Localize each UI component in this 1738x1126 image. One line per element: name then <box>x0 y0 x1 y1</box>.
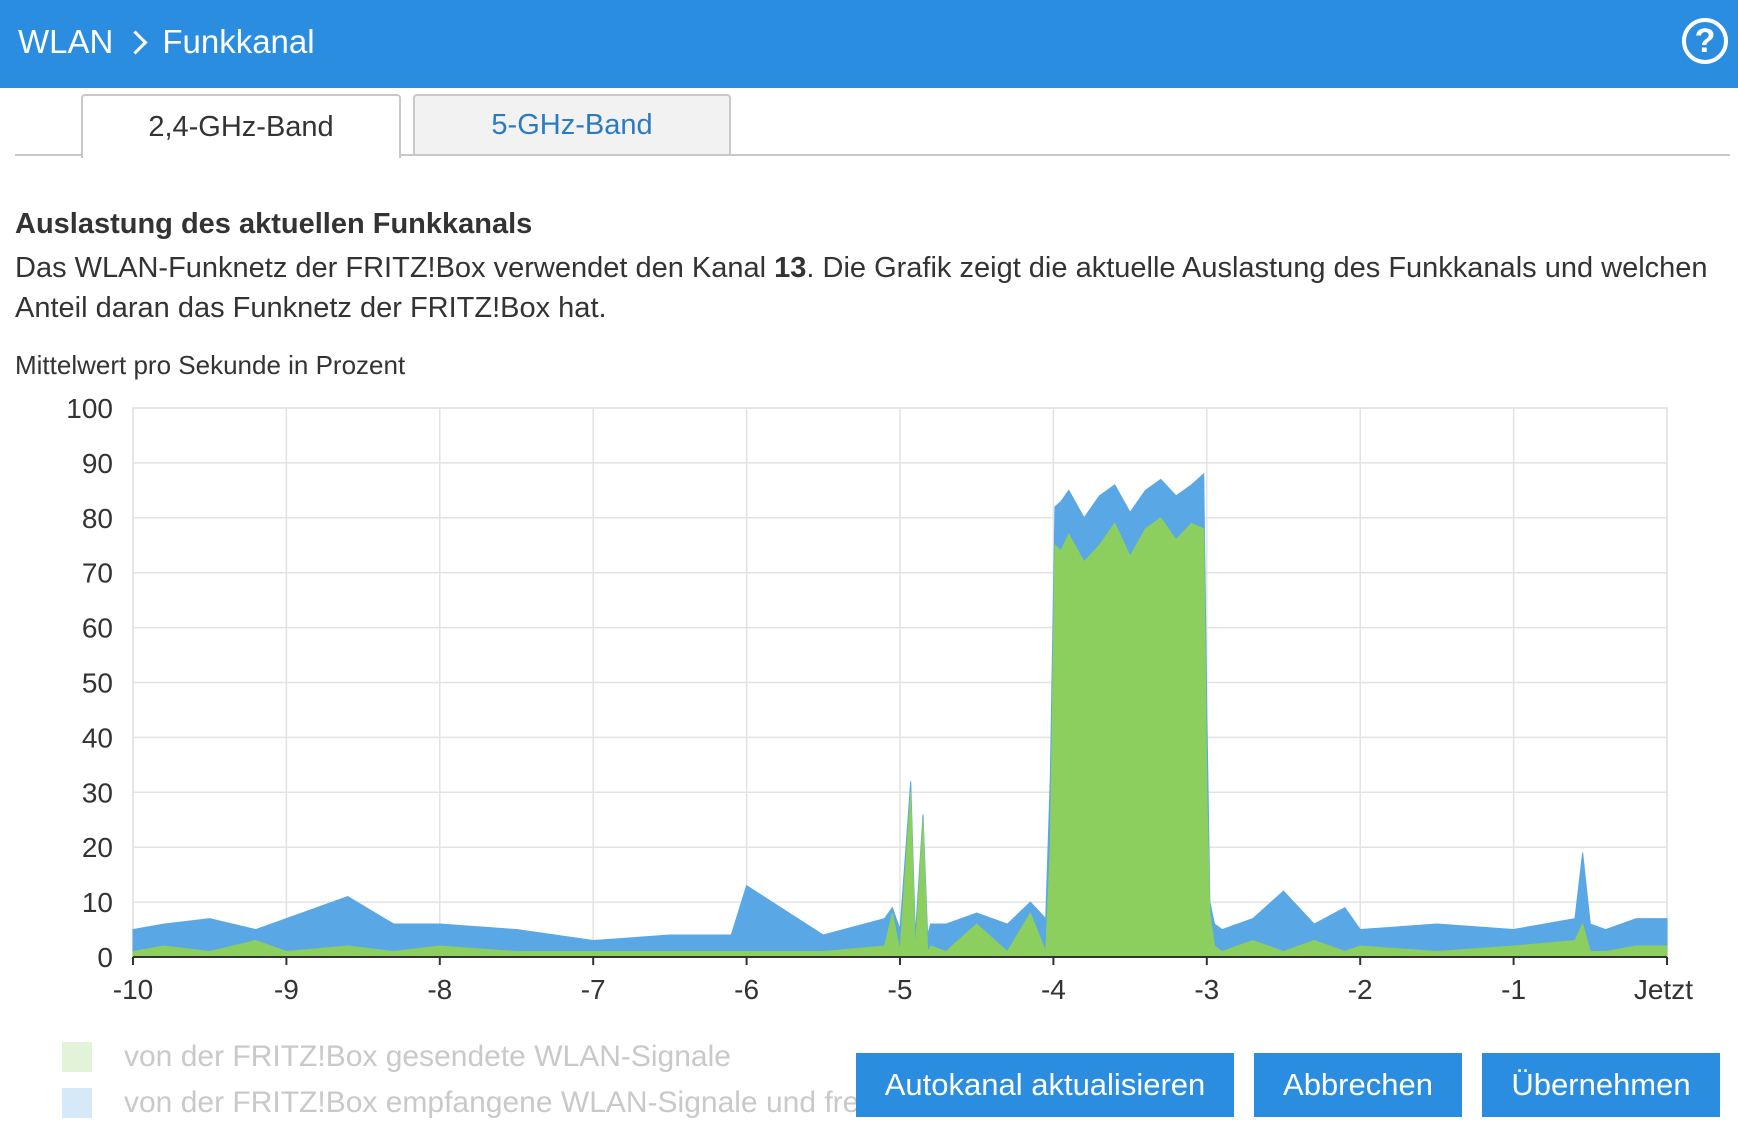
y-tick-label: 30 <box>82 777 113 808</box>
y-tick-label: 70 <box>82 558 113 589</box>
help-icon[interactable]: ? <box>1682 18 1728 64</box>
autokanal-button[interactable]: Autokanal aktualisieren <box>856 1053 1234 1117</box>
area-sent <box>132 517 1668 958</box>
legend-item-received: von der FRITZ!Box empfangene WLAN-Signal… <box>62 1080 884 1126</box>
x-tick-label: -3 <box>1194 974 1219 1000</box>
x-tick-label: -1 <box>1501 974 1526 1000</box>
y-tick-label: 20 <box>82 832 113 863</box>
tab-5-ghz[interactable]: 5-GHz-Band <box>413 94 731 154</box>
y-tick-label: 90 <box>82 448 113 479</box>
top-bar: WLAN Funkkanal ? <box>0 0 1738 88</box>
breadcrumb-current: Funkkanal <box>162 23 315 60</box>
y-tick-label: 60 <box>82 613 113 644</box>
y-tick-label: 80 <box>82 503 113 534</box>
apply-button[interactable]: Übernehmen <box>1482 1053 1720 1117</box>
tab-2-4-ghz[interactable]: 2,4-GHz-Band <box>81 94 401 158</box>
legend-item-sent: von der FRITZ!Box gesendete WLAN-Signale <box>62 1034 884 1080</box>
x-tick-label: -6 <box>734 974 759 1000</box>
y-tick-label: 0 <box>97 942 113 973</box>
breadcrumb: WLAN Funkkanal <box>18 22 315 62</box>
area-received <box>132 472 1668 958</box>
y-tick-label: 10 <box>82 887 113 918</box>
chart-areas <box>132 472 1668 958</box>
channel-number: 13 <box>774 252 807 284</box>
chart-axes: 0 10 20 30 40 50 60 70 80 90 100 -10 -9 -8 -7 -6 -5 -4 -3 -… <box>66 393 1693 1000</box>
band-tabs: 2,4-GHz-Band 5-GHz-Band <box>15 94 1730 158</box>
x-tick-label: -5 <box>888 974 913 1000</box>
y-tick-label: 40 <box>82 722 113 753</box>
x-tick-label: Jetzt <box>1634 974 1693 1000</box>
y-tick-label: 50 <box>82 668 113 699</box>
x-tick-label: -8 <box>427 974 452 1000</box>
section-heading: Auslastung des aktuellen Funkkanals <box>15 208 533 240</box>
legend-swatch-green <box>62 1042 92 1072</box>
y-tick-label: 100 <box>66 393 113 424</box>
channel-utilization-chart: 0 10 20 30 40 50 60 70 80 90 100 -10 -9 -8 -7 -6 -5 -4 -3 -… <box>66 393 1693 1000</box>
tab-divider <box>15 154 1730 156</box>
description-text-1: Das WLAN-Funknetz der FRITZ!Box verwende… <box>15 252 775 284</box>
legend-label-sent: von der FRITZ!Box gesendete WLAN-Signale <box>124 1040 731 1073</box>
section-description: Das WLAN-Funknetz der FRITZ!Box verwende… <box>15 248 1725 328</box>
chart-legend: von der FRITZ!Box gesendete WLAN-Signale… <box>62 1034 884 1126</box>
x-tick-label: -7 <box>581 974 606 1000</box>
chevron-right-icon <box>123 29 148 55</box>
x-tick-label: -4 <box>1041 974 1066 1000</box>
chart-grid <box>132 407 1668 958</box>
breadcrumb-wlan[interactable]: WLAN <box>18 23 114 60</box>
legend-label-received: von der FRITZ!Box empfangene WLAN-Signal… <box>124 1086 885 1119</box>
x-tick-label: -10 <box>113 974 153 1000</box>
x-tick-label: -9 <box>274 974 299 1000</box>
chart-unit-label: Mittelwert pro Sekunde in Prozent <box>15 350 406 380</box>
cancel-button[interactable]: Abbrechen <box>1254 1053 1462 1117</box>
legend-swatch-blue <box>62 1088 92 1118</box>
description-text-2: . Die Grafik zeigt die aktuelle Auslastu… <box>15 252 1708 324</box>
x-tick-label: -2 <box>1348 974 1373 1000</box>
